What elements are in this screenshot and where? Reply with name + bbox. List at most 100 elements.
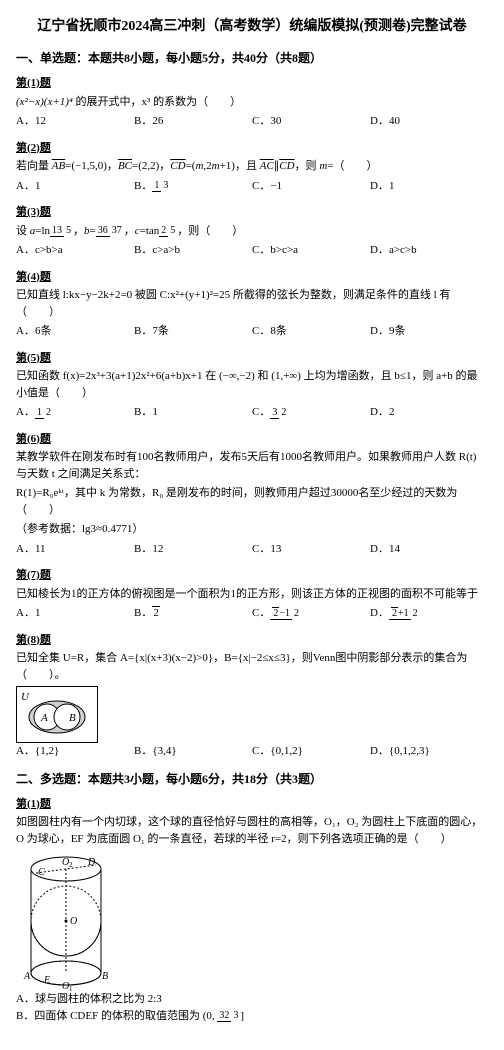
q2-b-den: 3 [161,180,170,191]
q7-stem: 已知棱长为1的正方体的俯视图是一个面积为1的正方形，则该正方体的正视图的面积不可… [16,586,488,603]
q5-a-den: 2 [44,407,53,418]
question-4: 第(4)题 已知直线 l:kx−y−2k+2=0 被圆 C:x²+(y+1)²=… [16,269,488,340]
q5-opt-d: D．2 [370,404,488,421]
q8-opt-b: B．{3,4} [134,743,252,760]
q1-opt-c: C．30 [252,113,370,130]
q1-opt-d: D．40 [370,113,488,130]
q5-opt-b: B．1 [134,404,252,421]
q4-label: 第(4)题 [16,269,488,286]
q5-c-den: 2 [279,407,288,418]
q6-opt-d: D．14 [370,541,488,558]
q3-opt-d: D．a>c>b [370,242,488,259]
svg-text:A: A [23,971,31,982]
q7-options: A．1 B．2 C．2−12 D．2+12 [16,605,488,622]
q4-options: A．6条 B．7条 C．8条 D．9条 [16,323,488,340]
q2-b-num: 1 [152,180,161,192]
q3-opt-b: B．c>a>b [134,242,252,259]
q2-text: 若向量 AB=(−1,5,0)，BC=(2,2)，CD=(m,2m+1)，且 A… [16,160,377,172]
q5-label: 第(5)题 [16,350,488,367]
question-1: 第(1)题 (x²−x)(x+1)⁴ 的展开式中，x³ 的系数为（ ） A．12… [16,75,488,130]
q5-opt-c: C．32 [252,404,370,421]
q7-d-pre: D． [370,607,389,619]
q3-stem: 设 a=ln135，b=3637，c=tan25，则（ ） [16,223,488,240]
q6-stem3: （参考数据：lg3≈0.4771） [16,521,488,538]
q2-opt-a: A．1 [16,178,134,195]
q7-c-pre: C． [252,607,270,619]
q5-a-pre: A． [16,406,35,418]
section-1-header: 一、单选题：本题共8小题，每小题5分，共40分（共8题） [16,49,488,67]
q7-opt-a: A．1 [16,605,134,622]
q8-opt-c: C．{0,1,2} [252,743,370,760]
mq1-b-den: 3 [231,1010,240,1021]
q3-label: 第(3)题 [16,204,488,221]
q1-label: 第(1)题 [16,75,488,92]
q1-opt-a: A．12 [16,113,134,130]
multi-question-1: 第(1)题 如图圆柱内有一个内切球，这个球的直径恰好与圆柱的高相等，O₁，O₂ … [16,796,488,1025]
q3-opt-a: A．c>b>a [16,242,134,259]
q2-opt-d: D．1 [370,178,488,195]
q7-opt-c: C．2−12 [252,605,370,622]
cylinder-wrap: O2 O O1 A B C D E [16,851,488,991]
q5-c-pre: C． [252,406,270,418]
question-3: 第(3)题 设 a=ln135，b=3637，c=tan25，则（ ） A．c>… [16,204,488,259]
q6-options: A．11 B．12 C．13 D．14 [16,541,488,558]
question-8: 第(8)题 已知全集 U=R，集合 A={x|(x+3)(x−2)>0}，B={… [16,632,488,760]
q3-options: A．c>b>a B．c>a>b C．b>c>a D．a>c>b [16,242,488,259]
q2-label: 第(2)题 [16,140,488,157]
svg-text:A: A [40,712,48,724]
mq1-b-num: 32 [217,1010,231,1022]
question-7: 第(7)题 已知棱长为1的正方体的俯视图是一个面积为1的正方形，则该正方体的正视… [16,567,488,622]
svg-text:E: E [43,975,50,986]
q2-stem: 若向量 AB=(−1,5,0)，BC=(2,2)，CD=(m,2m+1)，且 A… [16,158,488,175]
q7-opt-b: B．2 [134,605,252,622]
q5-opt-a: A．12 [16,404,134,421]
question-2: 第(2)题 若向量 AB=(−1,5,0)，BC=(2,2)，CD=(m,2m+… [16,140,488,195]
q8-venn-wrap: U A B [16,686,488,743]
q1-stem-post: 的展开式中，x³ 的系数为（ ） [73,96,241,108]
q6-stem1: 某教学软件在刚发布时有100名教师用户，发布5天后有1000名教师用户。如果教师… [16,449,488,482]
q1-stem: (x²−x)(x+1)⁴ 的展开式中，x³ 的系数为（ ） [16,94,488,111]
q7-opt-d: D．2+12 [370,605,488,622]
exam-title: 辽宁省抚顺市2024高三冲刺（高考数学）统编版模拟(预测卷)完整试卷 [16,16,488,37]
q6-opt-a: A．11 [16,541,134,558]
q1-math: (x²−x)(x+1)⁴ [16,96,73,108]
q5-options: A．12 B．1 C．32 D．2 [16,404,488,421]
section-2-header: 二、多选题：本题共3小题，每小题6分，共18分（共3题） [16,770,488,788]
question-6: 第(6)题 某教学软件在刚发布时有100名教师用户，发布5天后有1000名教师用… [16,431,488,558]
svg-text:B: B [69,712,76,724]
cylinder-diagram: O2 O O1 A B C D E [16,851,116,991]
venn-diagram: U A B [16,686,98,743]
mq1-label: 第(1)题 [16,796,488,813]
q6-label: 第(6)题 [16,431,488,448]
question-5: 第(5)题 已知函数 f(x)=2x³+3(a+1)2x²+6(a+b)x+1 … [16,350,488,421]
q1-opt-b: B．26 [134,113,252,130]
q7-label: 第(7)题 [16,567,488,584]
q2-opt-b: B．13 [134,178,252,195]
mq1-stem: 如图圆柱内有一个内切球，这个球的直径恰好与圆柱的高相等，O₁，O₂ 为圆柱上下底… [16,814,488,847]
q7-d-den: 2 [411,608,420,619]
q3-opt-c: C．b>c>a [252,242,370,259]
q5-c-num: 3 [270,407,279,419]
q2-opt-b-pre: B． [134,180,152,192]
q2-options: A．1 B．13 C．−1 D．1 [16,178,488,195]
mq1-opt-b: B．四面体 CDEF 的体积的取值范围为 (0, 323] [16,1008,488,1025]
q3-text: 设 a=ln135，b=3637，c=tan25，则（ ） [16,225,243,237]
q8-label: 第(8)题 [16,632,488,649]
q8-opt-d: D．{0,1,2,3} [370,743,488,760]
q2-opt-c: C．−1 [252,178,370,195]
q4-stem: 已知直线 l:kx−y−2k+2=0 被圆 C:x²+(y+1)²=25 所截得… [16,287,488,320]
q6-opt-b: B．12 [134,541,252,558]
q4-opt-c: C．8条 [252,323,370,340]
mq1-opt-a: A．球与圆柱的体积之比为 2:3 [16,991,488,1008]
q6-stem2: R(1)=R₀eᵏᵗ，其中 k 为常数，R₀ 是刚发布的时间，则教师用户超过30… [16,485,488,518]
q6-opt-c: C．13 [252,541,370,558]
venn-svg: A B [25,697,89,737]
q8-opt-a: A．{1,2} [16,743,134,760]
q4-opt-a: A．6条 [16,323,134,340]
q8-options: A．{1,2} B．{3,4} C．{0,1,2} D．{0,1,2,3} [16,743,488,760]
q4-opt-b: B．7条 [134,323,252,340]
q7-c-den: 2 [292,608,301,619]
q5-a-num: 1 [35,407,44,419]
q1-options: A．12 B．26 C．30 D．40 [16,113,488,130]
q8-stem: 已知全集 U=R，集合 A={x|(x+3)(x−2)>0}，B={x|−2≤x… [16,650,488,683]
